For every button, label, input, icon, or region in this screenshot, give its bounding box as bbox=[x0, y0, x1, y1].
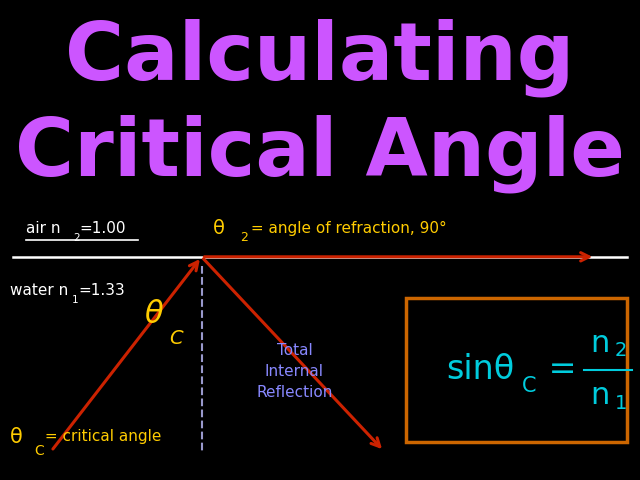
Text: =: = bbox=[538, 353, 576, 386]
Text: air n: air n bbox=[26, 220, 60, 236]
Text: water n: water n bbox=[10, 283, 68, 298]
Text: =1.00: =1.00 bbox=[79, 220, 126, 236]
Text: θ: θ bbox=[10, 427, 22, 447]
Text: 2: 2 bbox=[240, 231, 248, 244]
Text: 2: 2 bbox=[74, 233, 80, 242]
Text: 1: 1 bbox=[614, 394, 627, 413]
Text: = critical angle: = critical angle bbox=[40, 429, 161, 444]
Text: 1: 1 bbox=[72, 295, 78, 305]
Text: 2: 2 bbox=[614, 341, 627, 360]
Text: C: C bbox=[34, 444, 44, 458]
Text: n: n bbox=[590, 329, 609, 358]
Text: θ: θ bbox=[212, 218, 225, 238]
Bar bbox=[406, 298, 627, 442]
Text: θ: θ bbox=[144, 300, 163, 329]
Text: Total
Internal
Reflection: Total Internal Reflection bbox=[256, 343, 333, 400]
Text: C: C bbox=[522, 376, 536, 396]
Text: C: C bbox=[170, 329, 183, 348]
Text: Calculating: Calculating bbox=[65, 18, 575, 97]
Text: Critical Angle: Critical Angle bbox=[15, 114, 625, 193]
Text: = angle of refraction, 90°: = angle of refraction, 90° bbox=[246, 220, 447, 236]
Text: =1.33: =1.33 bbox=[78, 283, 125, 298]
Text: n: n bbox=[590, 382, 609, 410]
Text: sinθ: sinθ bbox=[446, 353, 515, 386]
